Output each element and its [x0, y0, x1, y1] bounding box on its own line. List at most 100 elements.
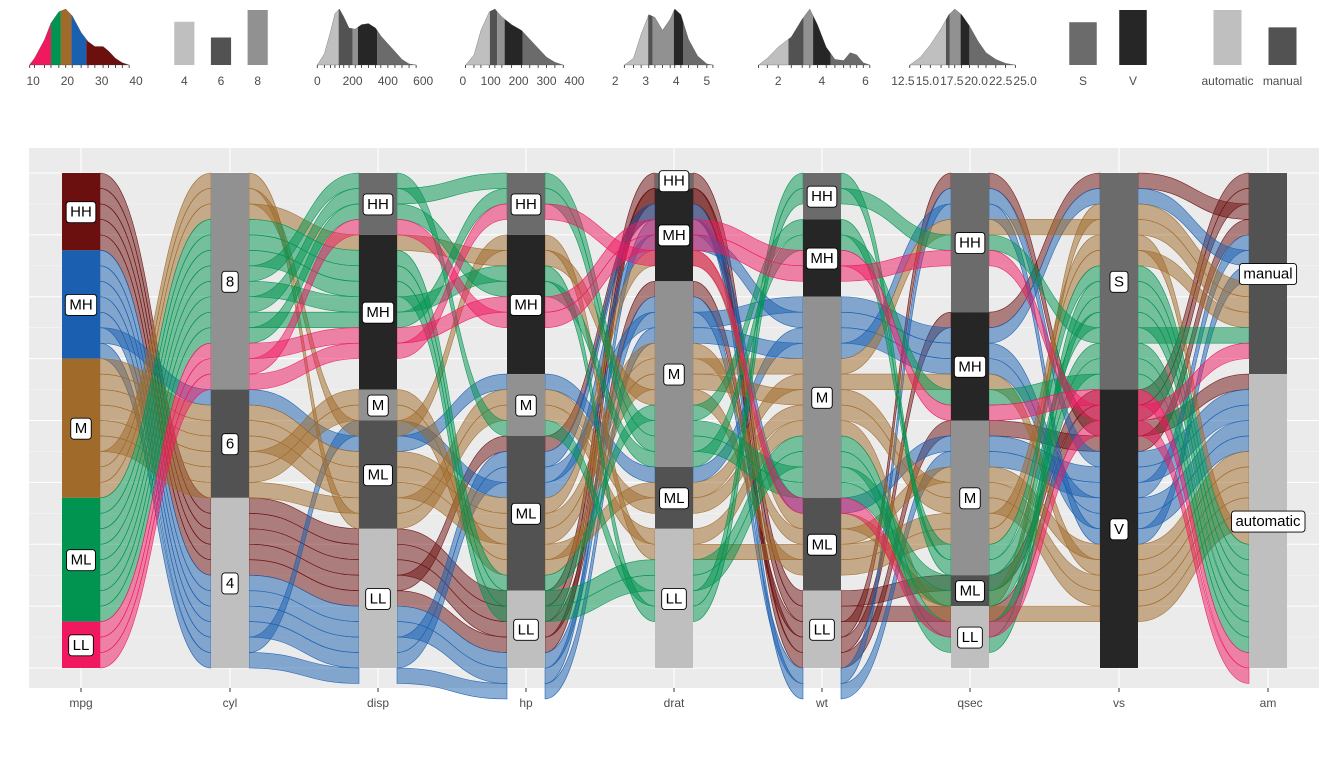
marginal-bar — [247, 10, 268, 65]
marginal-tick-label: 4 — [673, 74, 680, 88]
density-curve — [316, 8, 417, 66]
marginal-mpg: 10 20 30 40 — [26, 8, 143, 88]
stratum-label: HH — [70, 204, 92, 221]
stratum-label: M — [372, 397, 385, 414]
marginal-tick-label: 600 — [413, 74, 433, 88]
alluvial-plot: HH MH M ML LL 8 6 4 HH MH M ML LL HH MH M ML LL HH MH M ML LL H… — [29, 148, 1319, 710]
marginal-hp: 0 100 200 300 400 — [459, 8, 585, 88]
density-band — [683, 9, 713, 65]
density-band — [788, 9, 804, 65]
stratum-label: ML — [664, 490, 685, 507]
x-axis-label: disp — [367, 696, 389, 710]
stratum-label: MH — [958, 358, 981, 375]
marginal-bar — [210, 37, 232, 65]
stratum-label: LL — [666, 590, 683, 607]
density-band — [673, 9, 683, 65]
density-band — [338, 9, 353, 65]
stratum-labels: HH MH M ML LL 8 6 4 HH MH M ML LL HH MH M ML LL HH MH M ML LL H… — [64, 170, 1306, 657]
flow-band — [248, 652, 360, 684]
density-curve — [757, 8, 870, 66]
density-band — [830, 9, 870, 65]
x-axis-label: cyl — [223, 696, 238, 710]
density-band — [377, 9, 417, 65]
density-bands — [465, 9, 564, 65]
marginal-tick-label: 10 — [26, 74, 40, 88]
stratum-label-box — [64, 294, 98, 316]
density-band — [60, 9, 72, 65]
stratum-label-box — [510, 193, 542, 216]
marginal-cyl: 4 6 8 — [174, 10, 268, 88]
x-axis-label: wt — [815, 696, 829, 710]
marginal-tick-label: 3 — [642, 74, 649, 88]
stratum-label-box — [661, 587, 687, 610]
marginal-tick-label: automatic — [1201, 74, 1253, 88]
stratum-label-box — [509, 294, 543, 316]
stratum-label-box — [65, 201, 97, 224]
stratum-label: LL — [962, 629, 979, 646]
stratum-label-box — [663, 363, 685, 386]
stratum-label-box — [959, 487, 981, 510]
density-band — [71, 9, 87, 65]
stratum-label: ML — [812, 536, 833, 553]
marginal-tick-label: 300 — [536, 74, 556, 88]
marginal-tick-label: 0 — [314, 74, 321, 88]
density-bands — [624, 9, 713, 65]
marginal-tick-label: 12.5 — [891, 74, 915, 88]
marginal-distribution-strip: 10 20 30 40 4 6 8 0 200 400 600 0 100 200 300 400 2 3 4 5 2 4… — [26, 8, 1302, 88]
stratum-label: HH — [515, 196, 537, 213]
density-band — [497, 9, 505, 65]
density-band — [352, 9, 358, 65]
stratum-label: manual — [1243, 266, 1292, 283]
stratum-label: LL — [370, 590, 387, 607]
marginal-tick-label: 100 — [481, 74, 501, 88]
density-band — [945, 9, 950, 65]
stratum-label-box — [221, 433, 239, 456]
density-band — [969, 9, 1016, 65]
stratum-label-box — [66, 549, 96, 572]
stratum-label-box — [658, 170, 690, 193]
stratum-label: LL — [814, 621, 831, 638]
flow-band — [1137, 420, 1250, 684]
stratum-label: ML — [71, 552, 92, 569]
marginal-tick-label: 20.0 — [965, 74, 989, 88]
density-band — [909, 9, 946, 65]
stratum-label: ML — [368, 467, 389, 484]
x-axis-label: drat — [664, 696, 685, 710]
marginal-tick-label: 2 — [775, 74, 782, 88]
stratum-label: ML — [516, 505, 537, 522]
marginal-bar — [1213, 10, 1242, 65]
density-band — [949, 9, 961, 65]
marginal-tick-label: 400 — [564, 74, 584, 88]
marginal-tick-label: V — [1129, 74, 1137, 88]
stratum-label: M — [964, 490, 977, 507]
flow-band — [692, 358, 804, 375]
marginal-disp: 0 200 400 600 — [314, 8, 434, 88]
strata — [62, 173, 1287, 668]
density-band — [522, 9, 564, 65]
density-curve — [465, 8, 564, 66]
stratum-label-box — [806, 185, 838, 208]
marginal-am: automatic manual — [1201, 10, 1302, 88]
stratum-label: 8 — [226, 273, 234, 290]
marginal-tick-label: 30 — [95, 74, 109, 88]
density-band — [813, 9, 831, 65]
stratum-label: M — [816, 389, 829, 406]
stratum-label-box — [807, 533, 837, 556]
stratum-label: S — [1114, 273, 1124, 290]
stratum-label: HH — [959, 235, 981, 252]
stratum-label: V — [1114, 521, 1124, 538]
stratum-label-box — [1109, 518, 1129, 541]
stratum-label-box — [954, 232, 986, 255]
stratum-label-box — [362, 193, 394, 216]
density-band — [465, 9, 490, 65]
stratum-label-box — [511, 502, 541, 525]
flow-band — [988, 219, 1101, 236]
density-curve — [623, 8, 713, 66]
stratum-label-box — [365, 587, 391, 610]
density-band — [652, 9, 674, 65]
stratum-label-box — [805, 247, 839, 270]
rug — [316, 65, 417, 68]
marginal-tick-label: 8 — [254, 74, 261, 88]
stratum-label: 4 — [226, 575, 234, 592]
